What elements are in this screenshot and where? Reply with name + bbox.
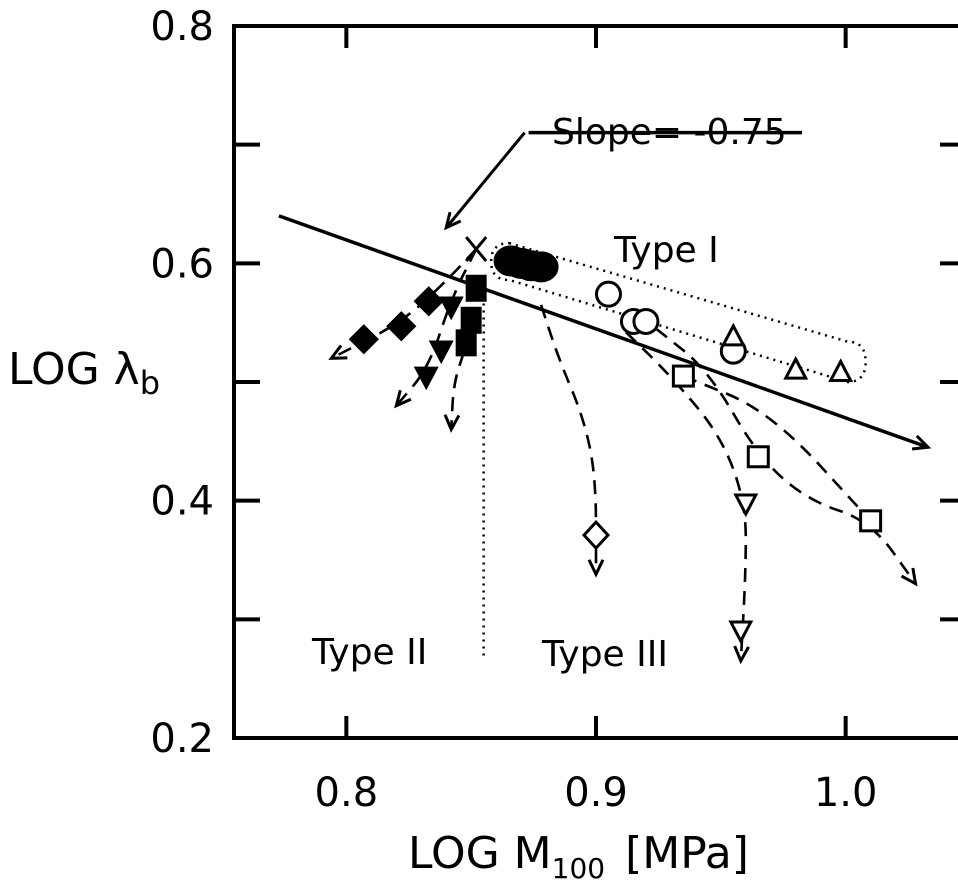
- slope-callout-leader: [445, 131, 526, 229]
- dashed-curve-2: [449, 284, 478, 430]
- type-1-label: Type I: [613, 230, 719, 271]
- data-point-open-square-0: [671, 364, 695, 388]
- x-tick-label-1: 0.9: [564, 770, 628, 816]
- dashed-curves: [328, 248, 918, 665]
- slope-label: Slope= -0.75: [552, 112, 787, 153]
- data-point-filled-square-2: [455, 329, 477, 357]
- dashed-curve-arrow-3: [587, 559, 605, 578]
- y-tick-label-0: 0.2: [150, 716, 214, 762]
- y-axis-title-sub: b: [140, 364, 160, 402]
- data-point-open-square-2: [859, 509, 883, 533]
- x-axis-title-sub: 100: [552, 852, 605, 885]
- data-point-filled-diamond-1: [386, 311, 417, 342]
- dashed-curve-arrow-0: [328, 344, 348, 360]
- slope-callout-arrow: [444, 211, 462, 231]
- data-point-filled-circle-3: [523, 251, 559, 283]
- data-point-open-square-1: [746, 445, 770, 469]
- data-point-filled-square-1: [460, 306, 482, 334]
- data-point-filled-square-0: [465, 274, 487, 302]
- cross-point: [465, 236, 488, 263]
- data-point-filled-diamond-0: [348, 324, 379, 355]
- data-point-open-triangle-down-0: [733, 493, 759, 518]
- slope-line-arrow: [911, 434, 932, 451]
- y-tick-label-3: 0.8: [150, 4, 214, 50]
- data-point-open-triangle-up-2: [828, 358, 854, 383]
- type-2-label: Type II: [311, 632, 427, 673]
- y-tick-label-1: 0.4: [150, 479, 214, 525]
- y-axis-title: LOG λb: [8, 344, 160, 402]
- slope-line: [278, 214, 929, 449]
- data-points: [348, 245, 883, 645]
- dashed-curve-arrow-5: [900, 567, 918, 587]
- dashed-curve-3: [539, 304, 598, 575]
- data-point-open-triangle-up-0: [720, 322, 746, 347]
- dashed-curve-arrow-1: [394, 389, 412, 409]
- dashed-curve-6: [682, 374, 872, 522]
- y-axis-title-main: LOG λ: [8, 344, 140, 395]
- data-point-open-circle-0: [594, 280, 622, 308]
- y-tick-label-2: 0.6: [150, 241, 214, 287]
- data-point-open-triangle-down-1: [728, 620, 754, 645]
- x-tick-label-2: 1.0: [814, 770, 878, 816]
- x-axis-title: LOG M100 [MPa]: [408, 828, 749, 885]
- slope-line-group: [278, 130, 932, 451]
- data-point-filled-triangle-down-1: [428, 340, 454, 365]
- x-axis-title-unit: [MPa]: [625, 828, 749, 879]
- x-tick-label-0: 0.8: [315, 770, 379, 816]
- data-point-open-diamond-0: [581, 519, 611, 551]
- data-point-filled-triangle-down-0: [438, 296, 464, 321]
- data-point-open-circle-2: [632, 307, 660, 335]
- data-point-filled-diamond-2: [413, 286, 444, 317]
- x-axis-title-main: LOG M: [408, 828, 552, 879]
- data-point-open-triangle-up-1: [783, 355, 809, 380]
- dashed-curve-arrow-2: [443, 414, 461, 433]
- dashed-curve-arrow-4: [733, 645, 750, 665]
- axis-ticks: [234, 26, 958, 738]
- type-3-label: Type III: [541, 634, 668, 675]
- data-point-filled-triangle-down-2: [413, 366, 439, 391]
